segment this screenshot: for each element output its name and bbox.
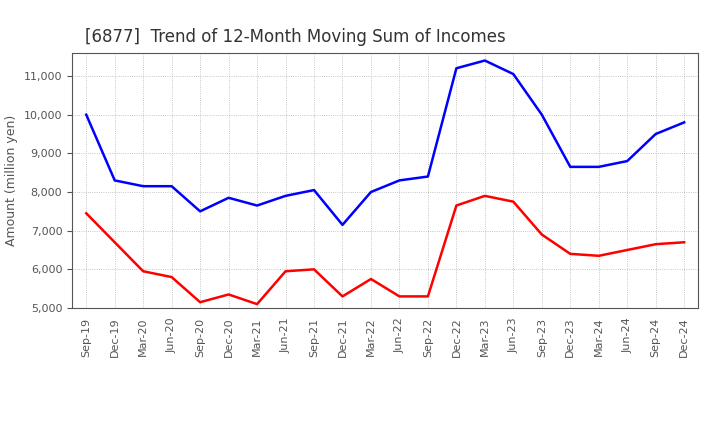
Ordinary Income — [509, 71, 518, 77]
Line: Net Income: Net Income — [86, 196, 684, 304]
Ordinary Income — [253, 203, 261, 208]
Ordinary Income — [652, 132, 660, 137]
Net Income — [509, 199, 518, 204]
Net Income — [423, 294, 432, 299]
Net Income — [282, 269, 290, 274]
Net Income — [395, 294, 404, 299]
Net Income — [338, 294, 347, 299]
Net Income — [110, 240, 119, 245]
Ordinary Income — [196, 209, 204, 214]
Net Income — [566, 251, 575, 257]
Net Income — [623, 247, 631, 253]
Net Income — [537, 232, 546, 237]
Net Income — [595, 253, 603, 258]
Ordinary Income — [595, 164, 603, 169]
Ordinary Income — [623, 158, 631, 164]
Ordinary Income — [537, 112, 546, 117]
Line: Ordinary Income: Ordinary Income — [86, 61, 684, 225]
Ordinary Income — [139, 183, 148, 189]
Ordinary Income — [423, 174, 432, 179]
Net Income — [366, 276, 375, 282]
Ordinary Income — [480, 58, 489, 63]
Net Income — [680, 240, 688, 245]
Net Income — [480, 193, 489, 198]
Net Income — [310, 267, 318, 272]
Ordinary Income — [680, 120, 688, 125]
Ordinary Income — [82, 112, 91, 117]
Ordinary Income — [225, 195, 233, 201]
Net Income — [452, 203, 461, 208]
Net Income — [652, 242, 660, 247]
Net Income — [139, 269, 148, 274]
Ordinary Income — [366, 189, 375, 194]
Ordinary Income — [566, 164, 575, 169]
Ordinary Income — [310, 187, 318, 193]
Ordinary Income — [167, 183, 176, 189]
Net Income — [82, 211, 91, 216]
Text: [6877]  Trend of 12-Month Moving Sum of Incomes: [6877] Trend of 12-Month Moving Sum of I… — [84, 28, 505, 46]
Net Income — [196, 300, 204, 305]
Net Income — [167, 275, 176, 280]
Ordinary Income — [110, 178, 119, 183]
Y-axis label: Amount (million yen): Amount (million yen) — [5, 115, 18, 246]
Ordinary Income — [338, 222, 347, 227]
Ordinary Income — [395, 178, 404, 183]
Ordinary Income — [452, 66, 461, 71]
Net Income — [253, 301, 261, 307]
Ordinary Income — [282, 193, 290, 198]
Net Income — [225, 292, 233, 297]
